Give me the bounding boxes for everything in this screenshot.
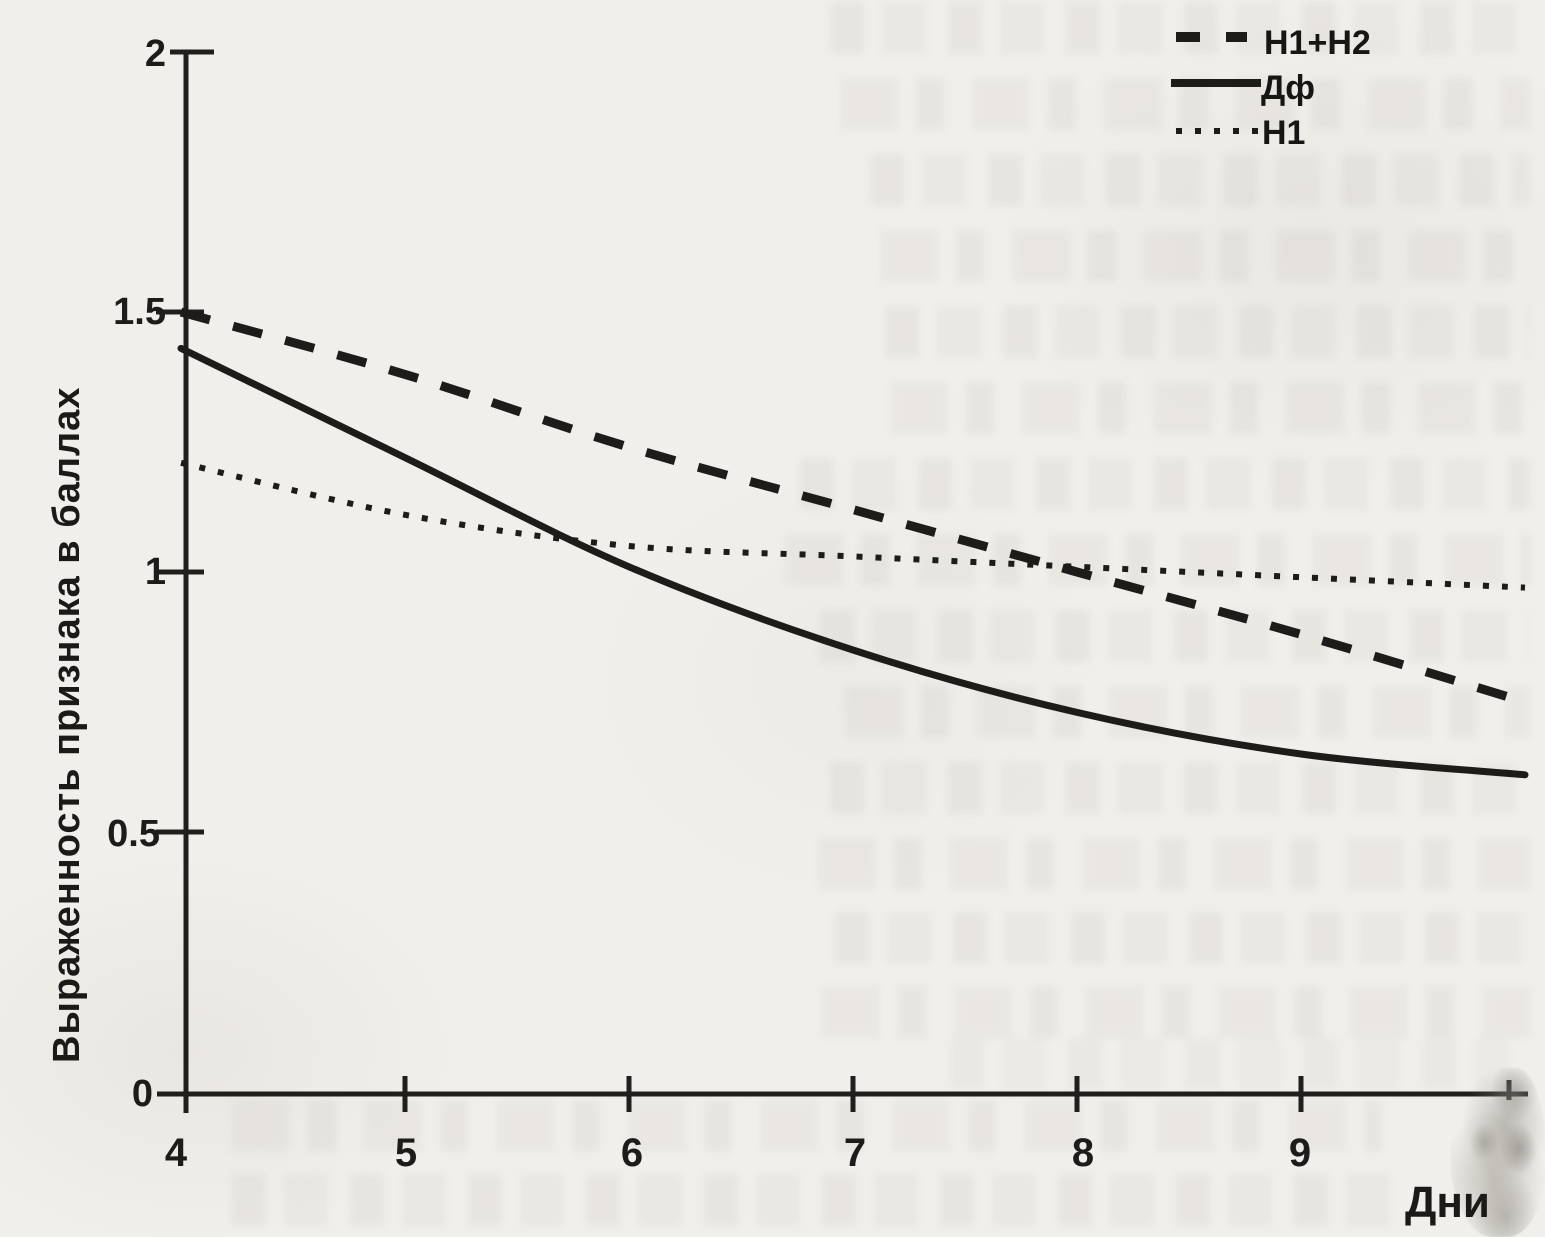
legend: Н1+Н2 Дф Н1: [1171, 24, 1371, 152]
curve-dashed: [179, 307, 1527, 707]
series-lines: [177, 307, 1529, 779]
legend-label-h1h2: Н1+Н2: [1264, 24, 1371, 62]
y-axis-title: Выраженность признака в баллах: [46, 386, 88, 1063]
x-axis: 4 5 6 7 8 9: [157, 1076, 1528, 1175]
legend-label-df: Дф: [1261, 69, 1315, 107]
x-tick-label: 6: [621, 1131, 643, 1175]
legend-label-h1: Н1: [1262, 114, 1305, 152]
x-tick-label: 4: [165, 1131, 188, 1175]
y-tick-label: 0: [132, 1073, 153, 1115]
y-axis: 2 1.5 1 0.5 0: [107, 33, 214, 1115]
y-tick-label: 1: [145, 551, 166, 593]
x-tick-label: 9: [1289, 1131, 1311, 1175]
y-tick-label: 1.5: [113, 291, 166, 333]
curve-dotted: [180, 459, 1526, 591]
x-tick-label: 5: [395, 1131, 417, 1175]
y-tick-label: 0.5: [107, 813, 160, 855]
x-tick-label: 8: [1072, 1131, 1094, 1175]
x-axis-title: Дни: [1405, 1178, 1490, 1227]
y-tick-label: 2: [145, 33, 166, 75]
curve-solid: [177, 344, 1529, 779]
x-tick-label: 7: [844, 1131, 866, 1175]
